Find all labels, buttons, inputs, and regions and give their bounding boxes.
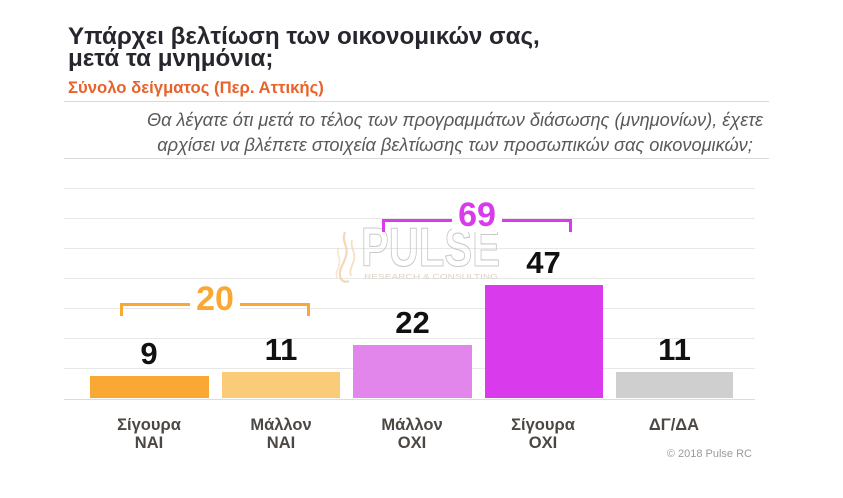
svg-text:RESEARCH & CONSULTING: RESEARCH & CONSULTING (364, 272, 498, 281)
